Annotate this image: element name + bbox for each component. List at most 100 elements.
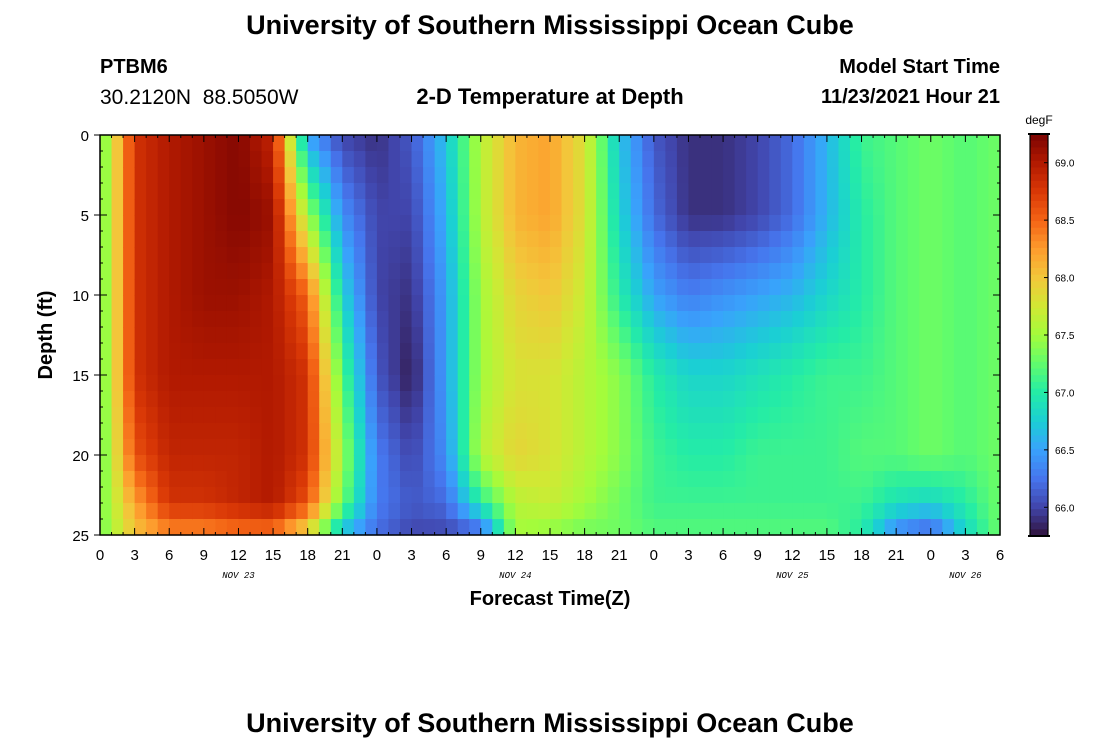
- heatmap-cell: [180, 151, 193, 168]
- heatmap-cell: [273, 503, 286, 520]
- heatmap-cell: [100, 343, 113, 360]
- heatmap-cell: [226, 167, 240, 184]
- heatmap-cell: [423, 487, 436, 504]
- heatmap-cell: [584, 391, 597, 408]
- heatmap-cell: [250, 407, 263, 424]
- colorbar-segment: [1030, 529, 1048, 537]
- heatmap-cell: [919, 359, 932, 376]
- heatmap-cell: [480, 471, 493, 488]
- heatmap-cell: [100, 519, 113, 536]
- heatmap-cell: [307, 327, 320, 344]
- heatmap-cell: [238, 343, 251, 360]
- heatmap-cell: [284, 471, 297, 488]
- heatmap-cell: [215, 135, 228, 152]
- heatmap-cell: [584, 407, 597, 424]
- heatmap-cell: [388, 135, 401, 152]
- heatmap-cell: [261, 503, 274, 520]
- heatmap-cell: [711, 215, 724, 232]
- heatmap-cell: [400, 503, 413, 520]
- heatmap-cell: [769, 359, 782, 376]
- heatmap-cell: [423, 391, 436, 408]
- heatmap-cell: [873, 471, 886, 488]
- heatmap-cell: [284, 183, 297, 200]
- heatmap-cell: [769, 311, 782, 328]
- heatmap-cell: [434, 455, 447, 472]
- heatmap-cell: [469, 151, 482, 168]
- heatmap-cell: [157, 359, 170, 376]
- heatmap-cell: [780, 343, 793, 360]
- heatmap-cell: [526, 167, 540, 184]
- heatmap-cell: [353, 503, 366, 520]
- heatmap-cell: [573, 359, 586, 376]
- heatmap-cell: [584, 247, 597, 264]
- heatmap-cell: [353, 183, 366, 200]
- heatmap-cell: [988, 167, 1001, 184]
- heatmap-cell: [676, 423, 690, 440]
- heatmap-cell: [376, 359, 390, 376]
- heatmap-cell: [134, 487, 147, 504]
- heatmap-cell: [769, 231, 782, 248]
- heatmap-cell: [157, 391, 170, 408]
- date-label: NOV 24: [499, 571, 531, 581]
- heatmap-cell: [976, 263, 990, 280]
- heatmap-cell: [273, 247, 286, 264]
- heatmap-cell: [423, 311, 436, 328]
- heatmap-cell: [180, 359, 193, 376]
- heatmap-cell: [780, 135, 793, 152]
- heatmap-cell: [261, 199, 274, 216]
- heatmap-cell: [169, 135, 182, 152]
- heatmap-cell: [273, 135, 286, 152]
- heatmap-cell: [238, 295, 251, 312]
- heatmap-cell: [330, 263, 343, 280]
- heatmap-cell: [123, 519, 136, 536]
- heatmap-cell: [746, 519, 759, 536]
- heatmap-cell: [596, 519, 609, 536]
- heatmap-cell: [757, 327, 770, 344]
- heatmap-cell: [515, 439, 528, 456]
- heatmap-cell: [642, 247, 655, 264]
- heatmap-cell: [492, 343, 505, 360]
- colorbar: [1028, 133, 1050, 537]
- heatmap-cell: [873, 391, 886, 408]
- heatmap-cell: [792, 391, 805, 408]
- heatmap-cell: [584, 263, 597, 280]
- heatmap-cell: [100, 151, 113, 168]
- heatmap-cell: [665, 391, 678, 408]
- heatmap-cell: [907, 391, 920, 408]
- heatmap-cell: [630, 343, 643, 360]
- heatmap-cell: [526, 263, 540, 280]
- heatmap-cell: [192, 151, 205, 168]
- heatmap-cell: [203, 343, 216, 360]
- x-tick-label: 6: [165, 547, 173, 564]
- heatmap-cell: [134, 199, 147, 216]
- heatmap-cell: [734, 247, 747, 264]
- heatmap-cell: [803, 311, 816, 328]
- heatmap-cell: [757, 199, 770, 216]
- heatmap-cell: [203, 439, 216, 456]
- heatmap-cell: [803, 359, 816, 376]
- y-axis-label: Depth (ft): [35, 291, 57, 380]
- heatmap-cell: [861, 423, 874, 440]
- heatmap-cell: [780, 455, 793, 472]
- heatmap-cell: [619, 151, 632, 168]
- heatmap-cell: [296, 279, 309, 296]
- heatmap-cell: [653, 455, 666, 472]
- heatmap-cell: [434, 327, 447, 344]
- heatmap-cell: [134, 247, 147, 264]
- heatmap-cell: [400, 199, 413, 216]
- heatmap-cell: [896, 167, 909, 184]
- heatmap-cell: [896, 183, 909, 200]
- heatmap-cell: [307, 183, 320, 200]
- heatmap-cell: [169, 167, 182, 184]
- heatmap-cell: [630, 407, 643, 424]
- heatmap-cell: [330, 391, 343, 408]
- heatmap-cell: [769, 423, 782, 440]
- heatmap-cell: [284, 327, 297, 344]
- heatmap-cell: [538, 167, 551, 184]
- heatmap-cell: [826, 423, 840, 440]
- heatmap-cell: [123, 439, 136, 456]
- heatmap-cell: [492, 183, 505, 200]
- heatmap-cell: [365, 311, 378, 328]
- heatmap-cell: [100, 263, 113, 280]
- heatmap-cell: [930, 471, 943, 488]
